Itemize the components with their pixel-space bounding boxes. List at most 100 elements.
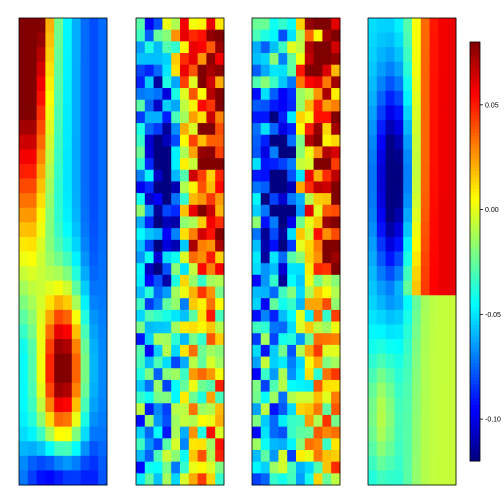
heatmap-cell <box>278 146 288 159</box>
heatmap-cell <box>136 333 146 346</box>
heatmap-cell <box>322 309 332 322</box>
heatmap-cell <box>296 263 306 276</box>
heatmap-cell <box>63 207 73 223</box>
heatmap-cell <box>71 47 81 63</box>
heatmap-cell <box>412 309 422 325</box>
heatmap-cell <box>71 236 81 252</box>
heatmap-cell <box>36 222 46 238</box>
heatmap-cell <box>188 204 198 217</box>
heatmap-cell <box>376 353 386 369</box>
colorbar-step <box>470 59 480 64</box>
heatmap-cell <box>171 204 181 217</box>
heatmap-cell <box>287 193 297 206</box>
heatmap-cell <box>19 295 29 311</box>
heatmap-cell <box>287 438 297 451</box>
heatmap-cell <box>296 204 306 217</box>
heatmap-cell <box>171 99 181 112</box>
heatmap-cell <box>180 41 190 54</box>
heatmap-cell <box>368 280 378 296</box>
heatmap-cell <box>45 382 55 398</box>
heatmap-cell <box>36 295 46 311</box>
heatmap-cell <box>144 134 154 147</box>
heatmap-cell <box>206 53 216 66</box>
heatmap-cell <box>162 426 172 439</box>
heatmap-cell <box>447 353 457 369</box>
heatmap-cell <box>278 426 288 439</box>
heatmap-cell <box>429 178 439 194</box>
heatmap-cell <box>412 105 422 121</box>
heatmap-cell <box>252 344 262 357</box>
heatmap-cell <box>71 134 81 150</box>
heatmap-cell <box>136 99 146 112</box>
heatmap-cell <box>98 18 108 33</box>
heatmap-cell <box>304 391 314 404</box>
heatmap-cell <box>136 251 146 264</box>
heatmap-cell <box>304 41 314 54</box>
heatmap-cell <box>420 295 430 311</box>
heatmap-cell <box>89 339 99 355</box>
heatmap-cell <box>162 473 172 486</box>
heatmap-cell <box>89 207 99 223</box>
heatmap-cell <box>71 324 81 340</box>
heatmap-cell <box>63 397 73 413</box>
heatmap-cell <box>171 158 181 171</box>
heatmap-cell <box>162 111 172 124</box>
heatmap-cell <box>376 470 386 486</box>
heatmap-cell <box>136 228 146 241</box>
heatmap-cell <box>447 18 457 33</box>
heatmap-cell <box>45 368 55 384</box>
heatmap-cell <box>54 120 64 136</box>
heatmap-cell <box>197 29 207 42</box>
heatmap-cell <box>420 193 430 209</box>
heatmap-cell <box>447 207 457 223</box>
colorbar-step <box>470 52 480 57</box>
heatmap-cell <box>144 414 154 428</box>
heatmap-cell <box>71 149 81 165</box>
colorbar-step <box>470 254 480 259</box>
heatmap-cell <box>80 207 90 223</box>
heatmap-cell <box>252 414 262 428</box>
heatmap-cell <box>376 134 386 150</box>
heatmap-cell <box>36 149 46 165</box>
heatmap-cell <box>376 324 386 340</box>
heatmap-cell <box>197 356 207 369</box>
heatmap-cell <box>153 263 163 276</box>
heatmap-cell <box>54 105 64 121</box>
heatmap-cell <box>206 41 216 54</box>
heatmap-cell <box>206 181 216 194</box>
heatmap-cell <box>304 76 314 89</box>
heatmap-cell <box>394 266 404 282</box>
colorbar-tick-label: 0.05 <box>485 102 499 109</box>
heatmap-cell <box>89 266 99 282</box>
heatmap-cell <box>136 146 146 159</box>
heatmap-cell <box>376 412 386 428</box>
heatmap-cell <box>304 379 314 393</box>
colorbar-step <box>470 286 480 291</box>
heatmap-cell <box>19 280 29 296</box>
heatmap-cell <box>36 163 46 179</box>
heatmap-cell <box>162 449 172 463</box>
heatmap-cell <box>36 324 46 340</box>
heatmap-cell <box>287 29 297 42</box>
colorbar-step <box>470 178 480 183</box>
heatmap-cell <box>252 41 262 54</box>
heatmap-cell <box>376 455 386 471</box>
heatmap-cell <box>412 163 422 179</box>
heatmap-cell <box>180 99 190 112</box>
colorbar-step <box>470 380 480 385</box>
heatmap-cell <box>144 251 154 264</box>
heatmap-cell <box>368 266 378 282</box>
colorbar-step <box>470 440 480 445</box>
heatmap-cell <box>385 76 395 92</box>
heatmap-cell <box>304 99 314 112</box>
heatmap-cell <box>89 120 99 136</box>
heatmap-cell <box>171 18 181 31</box>
heatmap-cell <box>80 105 90 121</box>
heatmap-cell <box>63 339 73 355</box>
heatmap-cell <box>180 123 190 136</box>
heatmap-panels <box>18 17 457 486</box>
heatmap-cell <box>278 263 288 276</box>
heatmap-cell <box>206 438 216 451</box>
heatmap-cell <box>206 414 216 428</box>
heatmap-cell <box>162 228 172 241</box>
